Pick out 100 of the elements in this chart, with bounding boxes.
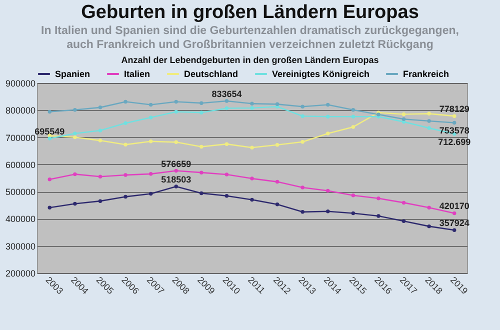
y-tick-label: 200000: [5, 268, 36, 278]
point: [48, 177, 52, 182]
point: [224, 99, 229, 103]
point: [275, 102, 280, 106]
point: [174, 168, 178, 173]
point: [200, 170, 204, 174]
annotation: 576659: [161, 158, 192, 169]
point: [48, 110, 52, 114]
point: [275, 180, 280, 184]
annotation: 778129: [439, 104, 470, 114]
point: [351, 194, 356, 198]
point: [427, 126, 431, 130]
point: [124, 142, 128, 146]
point: [200, 144, 204, 149]
point: [224, 106, 229, 110]
legend-label: Frankreich: [403, 69, 450, 79]
point: [250, 176, 254, 180]
point: [326, 188, 330, 193]
point: [200, 191, 204, 196]
point: [148, 102, 153, 107]
chart-subtitle: In Italien und Spanien sind die Geburtenzahlen dramatisch zurückgegangen, auch Frankreich und Großbritannien verzeichnen zuletzt Rückgang: [40, 24, 460, 52]
point: [250, 106, 254, 110]
point: [98, 128, 102, 132]
point: [452, 120, 456, 125]
point: [98, 138, 102, 142]
point: [402, 112, 406, 116]
point: [376, 196, 380, 200]
annotation: 518503: [161, 174, 192, 185]
point: [300, 210, 304, 214]
point: [275, 202, 280, 206]
point: [73, 202, 77, 206]
point: [148, 139, 153, 144]
y-tick-label: 400000: [5, 214, 36, 224]
point: [124, 173, 128, 177]
point: [402, 117, 406, 121]
annotation: 420170: [439, 201, 470, 212]
legend-label: Spanien: [55, 69, 90, 79]
point: [427, 206, 431, 210]
point: [200, 101, 204, 105]
point: [402, 200, 406, 205]
legend-label: Vereinigtes Königreich: [272, 69, 370, 79]
annotation: 833654: [212, 89, 242, 100]
point: [326, 210, 330, 214]
point: [351, 211, 356, 216]
point: [224, 142, 229, 146]
point: [124, 121, 128, 126]
point: [452, 228, 456, 232]
y-tick-label: 300000: [5, 241, 36, 252]
point: [124, 194, 128, 199]
legend-label: Deutschland: [184, 69, 238, 79]
annotation: 753578: [439, 126, 470, 136]
point: [224, 194, 229, 198]
point: [326, 114, 330, 119]
chart-title: Geburten in großen Ländern Europas: [80, 2, 420, 24]
y-tick-label: 500000: [5, 187, 36, 198]
annotation: 357924: [439, 218, 470, 228]
point: [148, 116, 153, 120]
point: [124, 100, 128, 104]
point: [376, 214, 380, 218]
point: [250, 198, 254, 202]
point: [73, 172, 77, 176]
point: [98, 199, 102, 203]
annotation: 695549: [34, 126, 65, 136]
point: [300, 186, 304, 190]
point: [300, 104, 304, 108]
point: [73, 132, 77, 136]
legend-label: Italien: [124, 69, 150, 79]
y-tick-label: 800000: [5, 106, 36, 116]
point: [351, 125, 356, 129]
point: [48, 136, 52, 140]
point: [427, 119, 431, 123]
point: [73, 135, 77, 140]
point: [402, 219, 406, 224]
y-tick-label: 700000: [5, 132, 36, 143]
point: [200, 110, 204, 114]
text: Anzahl der Lebendgeburten in den großen Ländern Europas: [120, 55, 380, 65]
point: [250, 146, 254, 150]
point: [351, 108, 356, 112]
point: [98, 174, 102, 179]
point: [452, 114, 456, 118]
point: [326, 132, 330, 136]
point: [300, 140, 304, 144]
point: [148, 192, 153, 196]
point: [300, 114, 304, 118]
point: [174, 100, 178, 104]
point: [174, 140, 178, 144]
point: [174, 110, 178, 114]
point: [351, 114, 356, 119]
point: [73, 108, 77, 112]
point: [452, 211, 456, 216]
y-tick-label: 900000: [5, 78, 36, 88]
point: [427, 224, 431, 228]
point: [174, 184, 178, 188]
y-tick-label: 600000: [5, 160, 36, 170]
point: [326, 102, 330, 107]
point: [98, 106, 102, 110]
point: [48, 206, 52, 210]
point: [148, 172, 153, 176]
annotation: 712.699: [438, 136, 471, 147]
point: [275, 143, 280, 147]
